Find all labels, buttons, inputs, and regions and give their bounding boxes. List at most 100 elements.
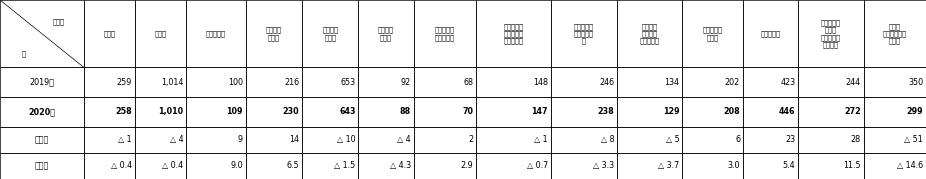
Text: 運輸業、
郵便業: 運輸業、 郵便業 xyxy=(266,26,282,41)
Text: △ 0.4: △ 0.4 xyxy=(162,161,183,170)
Bar xyxy=(617,127,682,153)
Text: 宿泊業、飲
食サービス
業: 宿泊業、飲 食サービス 業 xyxy=(574,23,594,44)
Text: 9: 9 xyxy=(238,135,243,144)
Bar xyxy=(476,0,551,67)
Text: 14: 14 xyxy=(289,135,299,144)
Text: 不動産業、
物品賃貸業: 不動産業、 物品賃貸業 xyxy=(435,26,455,41)
Text: 88: 88 xyxy=(400,107,411,116)
Bar xyxy=(617,0,682,67)
Text: 増減率: 増減率 xyxy=(34,161,49,170)
Bar xyxy=(186,127,245,153)
Text: 1,010: 1,010 xyxy=(158,107,183,116)
Bar xyxy=(302,127,358,153)
Bar xyxy=(245,127,302,153)
Bar xyxy=(864,0,926,67)
Text: 100: 100 xyxy=(228,78,243,86)
Text: 情報通信業: 情報通信業 xyxy=(206,30,226,37)
Bar xyxy=(0,97,83,127)
Text: 2.9: 2.9 xyxy=(460,161,473,170)
Text: △ 4: △ 4 xyxy=(169,135,183,144)
Bar xyxy=(83,67,135,97)
Bar xyxy=(0,127,83,153)
Text: 増減数: 増減数 xyxy=(34,135,49,144)
Bar xyxy=(682,153,743,179)
Text: 238: 238 xyxy=(597,107,614,116)
Bar xyxy=(0,153,83,179)
Bar xyxy=(864,97,926,127)
Text: 202: 202 xyxy=(725,78,740,86)
Bar xyxy=(551,153,617,179)
Bar xyxy=(864,127,926,153)
Text: 1,014: 1,014 xyxy=(161,78,183,86)
Bar xyxy=(617,153,682,179)
Bar xyxy=(617,67,682,97)
Bar xyxy=(186,67,245,97)
Bar xyxy=(135,67,186,97)
Text: 216: 216 xyxy=(284,78,299,86)
Bar xyxy=(358,153,414,179)
Text: 246: 246 xyxy=(599,78,614,86)
Text: 70: 70 xyxy=(462,107,473,116)
Text: △ 8: △ 8 xyxy=(601,135,614,144)
Bar xyxy=(798,67,864,97)
Text: △ 1.5: △ 1.5 xyxy=(334,161,356,170)
Bar xyxy=(83,127,135,153)
Text: 28: 28 xyxy=(851,135,861,144)
Bar xyxy=(551,67,617,97)
Bar xyxy=(743,153,798,179)
Bar xyxy=(358,97,414,127)
Text: △ 3.7: △ 3.7 xyxy=(658,161,680,170)
Text: 423: 423 xyxy=(781,78,795,86)
Text: 109: 109 xyxy=(226,107,243,116)
Bar xyxy=(135,0,186,67)
Text: 生活関連
サービス
業、娯楽業: 生活関連 サービス 業、娯楽業 xyxy=(640,23,659,44)
Text: 卸売業、
小売業: 卸売業、 小売業 xyxy=(322,26,338,41)
Text: △ 3.3: △ 3.3 xyxy=(593,161,614,170)
Bar xyxy=(135,153,186,179)
Text: 643: 643 xyxy=(339,107,356,116)
Text: 教育、学習
支援業: 教育、学習 支援業 xyxy=(703,26,722,41)
Text: △ 14.6: △ 14.6 xyxy=(897,161,923,170)
Bar xyxy=(682,67,743,97)
Bar xyxy=(135,97,186,127)
Bar xyxy=(186,0,245,67)
Bar xyxy=(798,0,864,67)
Text: 金融業、
保険業: 金融業、 保険業 xyxy=(378,26,394,41)
Bar xyxy=(0,0,83,67)
Bar xyxy=(302,67,358,97)
Bar xyxy=(551,127,617,153)
Bar xyxy=(864,67,926,97)
Text: 産業別: 産業別 xyxy=(53,18,65,25)
Bar xyxy=(358,67,414,97)
Text: 6.5: 6.5 xyxy=(286,161,299,170)
Bar xyxy=(414,0,476,67)
Bar xyxy=(83,0,135,67)
Text: 148: 148 xyxy=(532,78,548,86)
Bar xyxy=(302,153,358,179)
Bar xyxy=(743,0,798,67)
Text: 258: 258 xyxy=(116,107,132,116)
Text: △ 4.3: △ 4.3 xyxy=(390,161,411,170)
Text: 230: 230 xyxy=(282,107,299,116)
Text: 6: 6 xyxy=(735,135,740,144)
Text: △ 10: △ 10 xyxy=(337,135,356,144)
Bar xyxy=(414,97,476,127)
Bar xyxy=(864,153,926,179)
Text: その他
（左記以外の
もの）: その他 （左記以外の もの） xyxy=(882,23,907,44)
Bar xyxy=(743,97,798,127)
Text: 272: 272 xyxy=(845,107,861,116)
Bar xyxy=(83,153,135,179)
Bar xyxy=(798,153,864,179)
Bar xyxy=(476,97,551,127)
Text: △ 5: △ 5 xyxy=(666,135,680,144)
Text: 299: 299 xyxy=(907,107,923,116)
Bar xyxy=(358,127,414,153)
Text: △ 4: △ 4 xyxy=(397,135,411,144)
Text: 653: 653 xyxy=(341,78,356,86)
Text: 3.0: 3.0 xyxy=(728,161,740,170)
Text: 2020年: 2020年 xyxy=(29,107,56,116)
Bar xyxy=(245,0,302,67)
Bar xyxy=(798,97,864,127)
Text: 製造業: 製造業 xyxy=(155,30,167,37)
Text: 医療、福祉: 医療、福祉 xyxy=(760,30,781,37)
